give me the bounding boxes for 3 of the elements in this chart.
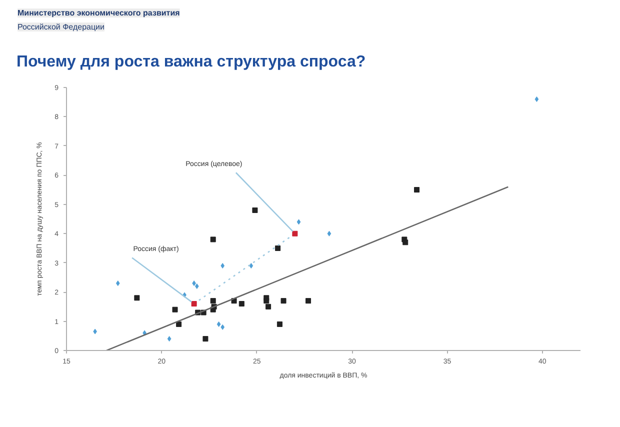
text: Министерство экономического развития bbox=[18, 8, 180, 18]
text: Российской Федерации bbox=[18, 22, 104, 32]
chart-title: Почему для роста важна структура спроса? bbox=[16, 54, 366, 70]
